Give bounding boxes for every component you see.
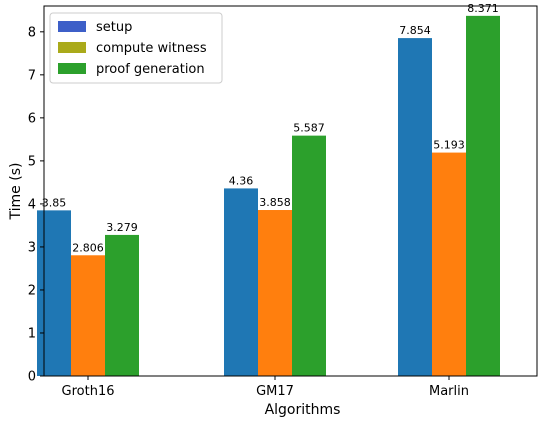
bar-setup-groth16 [37, 210, 71, 376]
data-label: 4.36 [229, 174, 254, 187]
data-label: 3.279 [106, 221, 138, 234]
legend-label: setup [96, 20, 132, 35]
y-tick-label: 3 [28, 240, 36, 255]
bar-compute-witness-marlin [432, 152, 466, 376]
bar-setup-gm17 [224, 188, 258, 376]
data-label: 5.587 [293, 122, 325, 135]
y-tick-label: 2 [28, 283, 36, 298]
legend-swatch [58, 21, 86, 32]
data-label: 3.85 [42, 196, 67, 209]
bar-compute-witness-groth16 [71, 255, 105, 376]
y-tick-label: 4 [28, 197, 36, 212]
bar-proof-generation-gm17 [292, 135, 326, 376]
data-label: 3.858 [259, 196, 291, 209]
x-axis-ticks: Groth16 GM17 Marlin [62, 376, 469, 399]
y-tick-label: 8 [28, 25, 36, 40]
bars-group [37, 15, 500, 377]
legend-box [49, 12, 223, 84]
y-tick-label: 5 [28, 154, 36, 169]
y-tick-label: 7 [28, 68, 36, 83]
bar-proof-generation-groth16 [105, 234, 139, 376]
bar-compute-witness-gm17 [258, 210, 292, 376]
data-label: 7.854 [399, 24, 431, 37]
y-tick-label: 1 [28, 326, 36, 341]
x-tick-label: GM17 [256, 384, 294, 399]
x-tick-label: Marlin [429, 384, 469, 399]
data-label: 5.193 [433, 139, 465, 152]
bar-setup-marlin [398, 38, 432, 377]
legend-swatch [58, 63, 86, 74]
plot-frame [43, 5, 538, 377]
legend-label: compute witness [96, 41, 207, 56]
bar-proof-generation-marlin [466, 15, 500, 376]
y-tick-label: 0 [28, 370, 36, 385]
data-label: 2.806 [72, 241, 104, 254]
legend-label: proof generation [96, 62, 205, 77]
legend-swatch [58, 42, 86, 53]
y-tick-label: 6 [28, 111, 36, 126]
legend: setup compute witness proof generation [49, 12, 223, 84]
y-axis-ticks: 0 1 2 3 4 5 6 7 8 [28, 25, 44, 385]
data-label: 8.371 [467, 2, 499, 15]
y-axis-title: Time (s) [8, 163, 24, 221]
x-axis-title: Algorithms [265, 402, 341, 418]
x-tick-label: Groth16 [62, 384, 115, 399]
